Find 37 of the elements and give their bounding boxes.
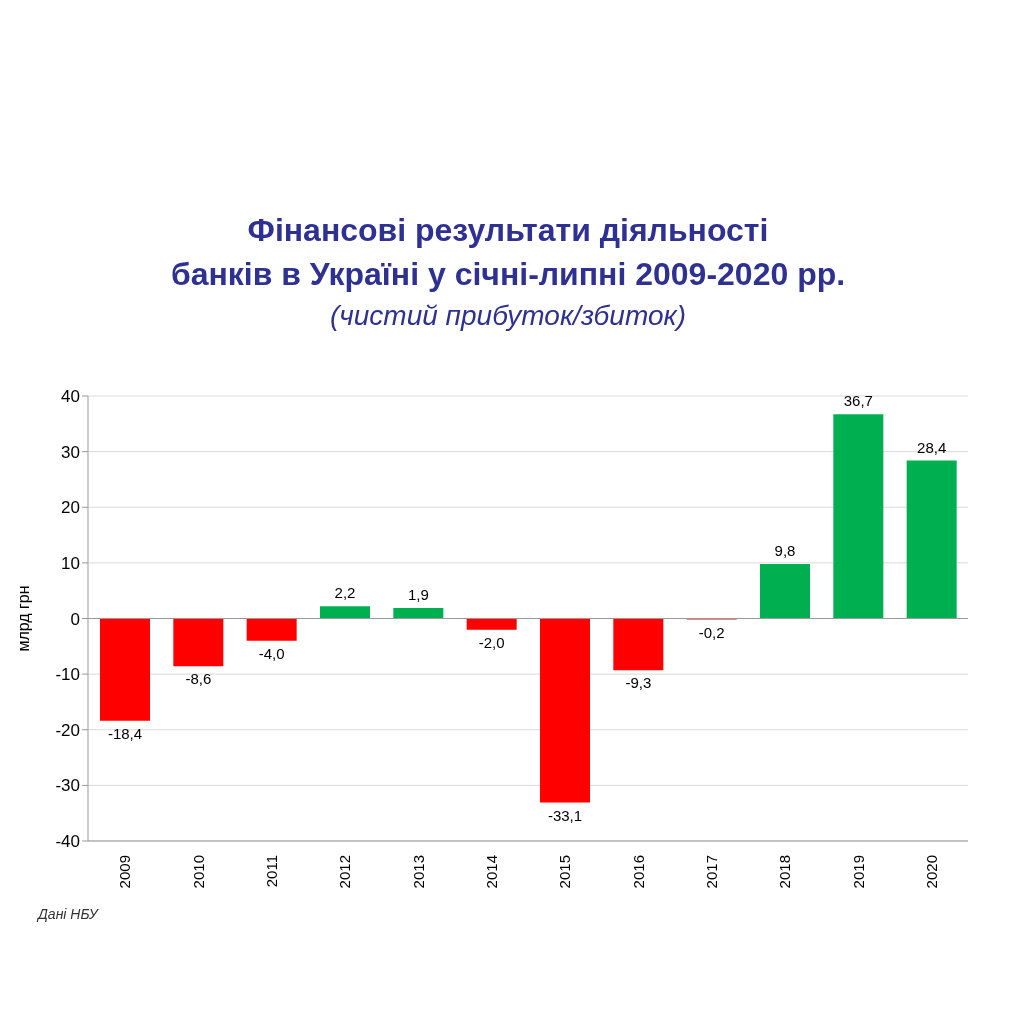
data-label: 28,4 [917,438,947,456]
data-label: 2,2 [334,584,356,602]
data-label: 1,9 [407,585,429,603]
x-tick-label: 2018 [776,855,794,889]
chart-title: Фінансові результати діяльності банків в Україні у січні-липні 2009-2020 рр. [169,211,847,294]
x-tick-label: 2020 [922,855,940,889]
y-tick-label: 30 [61,442,80,462]
x-tick-label: 2010 [189,855,207,889]
data-label: -0,2 [698,623,725,641]
x-tick-label: 2019 [849,855,867,889]
data-label: -33,1 [547,806,583,824]
x-tick-label: 2012 [336,855,354,889]
data-label: -9,3 [625,674,652,692]
data-label: 9,8 [774,541,796,559]
y-tick-label: 40 [61,387,80,407]
data-label: -2,0 [478,633,505,651]
y-tick-label: -30 [55,776,80,796]
y-tick-label: -40 [55,832,80,852]
y-tick-label: 20 [61,498,80,518]
y-tick-label: -10 [55,665,80,685]
y-tick-label: -20 [55,720,80,740]
data-label: 36,7 [843,392,873,410]
x-tick-label: 2017 [702,855,720,889]
y-axis-title: млрд грн [14,585,32,652]
data-label: -18,4 [107,724,143,742]
x-tick-label: 2009 [116,855,134,889]
x-tick-label: 2014 [482,855,500,889]
chart-subtitle: (чистий прибуток/збиток) [328,299,688,333]
text: Дані НБУ [38,906,100,922]
x-tick-label: 2015 [556,855,574,889]
data-label: -4,0 [258,644,285,662]
x-tick-label: 2013 [409,855,427,889]
y-tick-label: 0 [70,609,80,629]
data-label: -8,6 [185,670,212,688]
x-tick-label: 2011 [262,855,280,888]
x-tick-label: 2016 [629,855,647,889]
y-tick-label: 10 [61,553,80,573]
